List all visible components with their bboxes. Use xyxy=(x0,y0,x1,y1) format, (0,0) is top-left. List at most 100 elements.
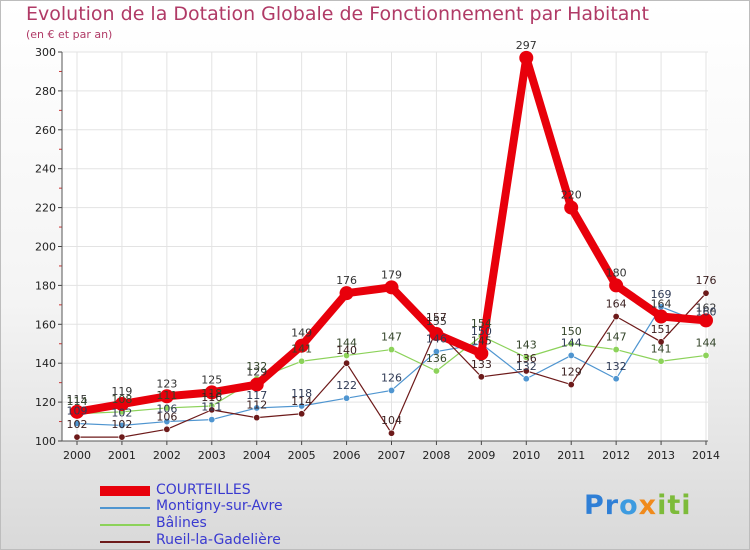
x-tick-label: 2004 xyxy=(243,449,271,462)
data-label: 102 xyxy=(67,418,88,431)
x-tick-label: 2000 xyxy=(63,449,91,462)
data-label: 144 xyxy=(561,336,582,349)
y-tick-label: 280 xyxy=(35,85,56,98)
y-tick-label: 200 xyxy=(35,241,56,254)
data-label: 149 xyxy=(291,327,312,340)
data-label: 180 xyxy=(606,266,627,279)
data-point xyxy=(432,348,440,356)
x-tick-label: 2013 xyxy=(647,449,675,462)
data-point xyxy=(429,327,444,342)
data-label: 179 xyxy=(381,268,402,281)
chart-subtitle: (en € et par an) xyxy=(26,28,113,41)
data-label: 123 xyxy=(156,377,177,390)
data-label: 147 xyxy=(606,331,627,344)
data-point xyxy=(612,313,620,321)
data-label: 164 xyxy=(606,298,627,311)
data-point xyxy=(343,351,351,359)
data-label: 106 xyxy=(156,410,177,423)
data-point xyxy=(654,309,669,324)
data-point xyxy=(298,410,306,418)
x-tick-label: 2009 xyxy=(467,449,495,462)
data-point xyxy=(298,357,306,365)
data-point xyxy=(253,414,261,422)
legend-swatch-montigny xyxy=(100,507,150,509)
data-point xyxy=(522,353,530,361)
data-label: 125 xyxy=(201,373,222,386)
y-tick-label: 160 xyxy=(35,318,56,331)
data-label: 122 xyxy=(336,379,357,392)
data-point xyxy=(294,338,309,353)
data-label: 117 xyxy=(246,389,267,402)
data-label: 129 xyxy=(561,366,582,379)
data-point xyxy=(474,346,489,361)
data-label: 160 xyxy=(696,305,717,318)
legend-label-montigny: Montigny-sur-Avre xyxy=(156,498,283,514)
data-point xyxy=(567,351,575,359)
data-point xyxy=(339,286,354,301)
data-point xyxy=(118,421,126,429)
data-label: 118 xyxy=(201,387,222,400)
data-point xyxy=(387,429,395,437)
data-point xyxy=(564,200,579,215)
y-tick-label: 220 xyxy=(35,202,56,215)
data-point xyxy=(609,278,624,293)
y-tick-label: 140 xyxy=(35,357,56,370)
data-label: 220 xyxy=(561,189,582,202)
data-label: 111 xyxy=(156,389,177,402)
data-label: 157 xyxy=(426,311,447,324)
data-label: 108 xyxy=(111,393,132,406)
data-label: 162 xyxy=(696,301,717,314)
data-point xyxy=(73,419,81,427)
data-label: 106 xyxy=(156,403,177,416)
y-tick-label: 240 xyxy=(35,163,56,176)
data-label: 150 xyxy=(561,325,582,338)
data-point xyxy=(114,397,129,412)
data-point xyxy=(519,50,534,65)
y-tick-label: 120 xyxy=(35,396,56,409)
data-label: 143 xyxy=(516,338,537,351)
data-point xyxy=(298,402,306,410)
data-point xyxy=(208,416,216,424)
x-tick-label: 2008 xyxy=(422,449,450,462)
data-label: 114 xyxy=(67,395,88,408)
y-tick-label: 180 xyxy=(35,279,56,292)
data-point xyxy=(208,406,216,414)
legend-label-courteilles: COURTEILLES xyxy=(156,482,251,498)
data-point xyxy=(699,313,713,328)
data-label: 136 xyxy=(426,352,447,365)
data-point xyxy=(249,377,264,392)
x-tick-label: 2006 xyxy=(333,449,361,462)
data-point xyxy=(657,338,665,346)
data-label: 297 xyxy=(516,39,537,52)
data-label: 141 xyxy=(651,342,672,355)
data-point xyxy=(343,359,351,367)
x-tick-label: 2002 xyxy=(153,449,181,462)
x-tick-label: 2010 xyxy=(512,449,540,462)
legend-label-rueil: Rueil-la-Gadelière xyxy=(156,532,281,548)
data-label: 169 xyxy=(651,288,672,301)
data-label: 155 xyxy=(426,315,447,328)
proxiti-logo: Proxiti xyxy=(584,490,692,521)
data-point xyxy=(612,346,620,354)
legend-swatch-balines xyxy=(100,524,150,526)
data-label: 144 xyxy=(336,336,357,349)
data-point xyxy=(702,351,710,359)
x-tick-label: 2014 xyxy=(692,449,720,462)
data-label: 136 xyxy=(516,352,537,365)
data-point xyxy=(477,373,485,381)
data-point xyxy=(343,394,351,402)
legend-label-balines: Bâlines xyxy=(156,515,207,531)
data-point xyxy=(253,404,261,412)
chart-title: Evolution de la Dotation Globale de Fonc… xyxy=(26,3,649,25)
data-point xyxy=(387,346,395,354)
y-tick-label: 300 xyxy=(35,46,56,59)
data-point xyxy=(522,375,530,383)
data-label: 126 xyxy=(381,371,402,384)
data-label: 133 xyxy=(471,358,492,371)
data-label: 144 xyxy=(696,336,717,349)
x-tick-label: 2007 xyxy=(378,449,406,462)
data-label: 151 xyxy=(651,323,672,336)
data-point xyxy=(432,367,440,375)
data-point xyxy=(657,357,665,365)
data-label: 140 xyxy=(336,344,357,357)
